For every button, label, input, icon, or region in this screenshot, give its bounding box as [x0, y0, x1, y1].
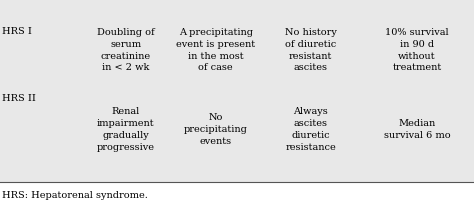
Text: Median
survival 6 mo: Median survival 6 mo	[384, 119, 450, 140]
Text: No history
of diuretic
resistant
ascites: No history of diuretic resistant ascites	[284, 28, 337, 72]
Text: Always
ascites
diuretic
resistance: Always ascites diuretic resistance	[285, 107, 336, 152]
Text: 10% survival
in 90 d
without
treatment: 10% survival in 90 d without treatment	[385, 28, 449, 72]
Text: Renal
impairment
gradually
progressive: Renal impairment gradually progressive	[97, 107, 155, 152]
Text: A precipitating
event is present
in the most
of case: A precipitating event is present in the …	[176, 28, 255, 72]
Text: HRS I: HRS I	[2, 27, 32, 36]
FancyBboxPatch shape	[0, 182, 474, 209]
Text: Doubling of
serum
creatinine
in < 2 wk: Doubling of serum creatinine in < 2 wk	[97, 28, 155, 72]
Text: HRS: Hepatorenal syndrome.: HRS: Hepatorenal syndrome.	[2, 191, 148, 200]
Text: No
precipitating
events: No precipitating events	[184, 113, 247, 146]
Text: HRS II: HRS II	[2, 94, 36, 103]
